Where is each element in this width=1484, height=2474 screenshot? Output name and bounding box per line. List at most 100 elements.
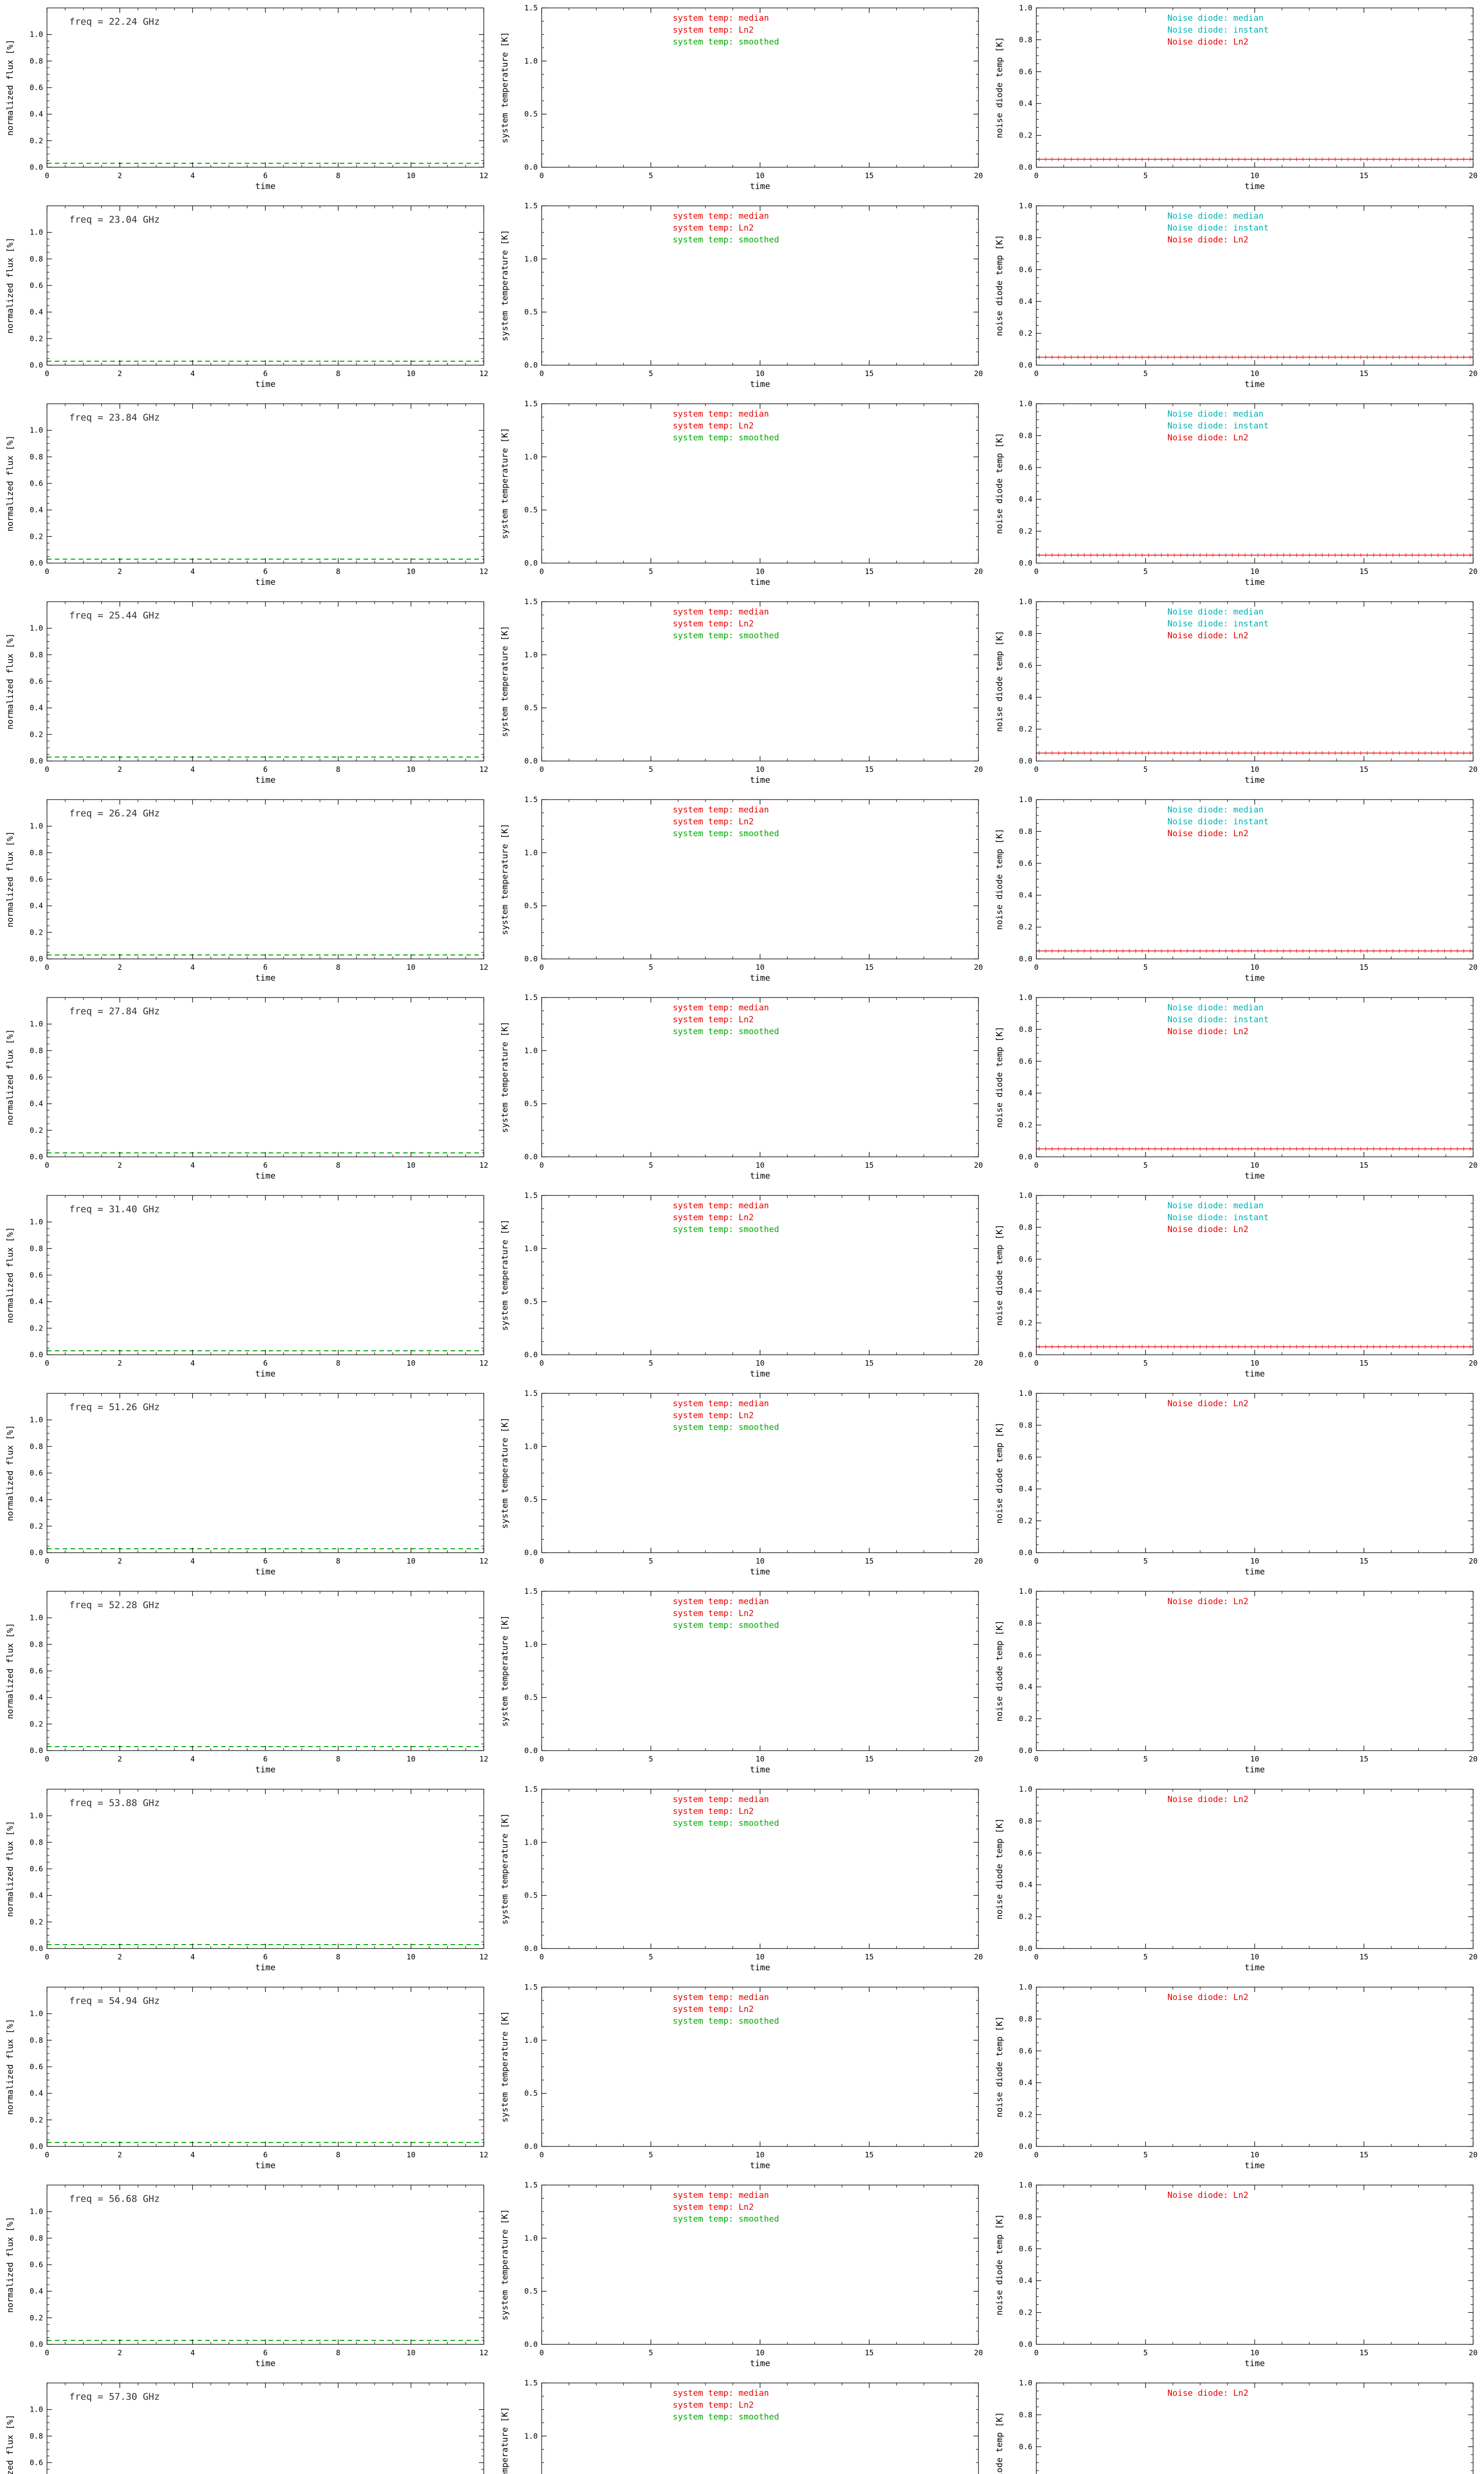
legend-entry: system temp: smoothed <box>673 37 779 47</box>
x-axis-label: time <box>255 1963 276 1973</box>
x-tick-label: 6 <box>263 963 268 972</box>
y-axis-label: noise diode temp [K] <box>995 631 1005 732</box>
y-tick-label: 0.4 <box>1019 1089 1032 1097</box>
y-tick-label: 1.0 <box>1019 2379 1032 2387</box>
y-tick-label: 1.5 <box>524 597 538 606</box>
legend-entry: Noise diode: median <box>1167 607 1263 617</box>
x-tick-label: 20 <box>1469 567 1478 576</box>
x-tick-label: 4 <box>190 171 195 180</box>
y-axis-label: normalized flux [%] <box>5 238 15 333</box>
x-tick-label: 2 <box>118 567 122 576</box>
x-tick-label: 12 <box>479 567 488 576</box>
y-tick-label: 0.8 <box>30 1442 43 1451</box>
plot-row: 0 2 4 6 8 10 12 0.0 0.2 0.4 0.6 0.8 1.0 time normalize… <box>0 396 1484 594</box>
x-tick-label: 6 <box>263 1952 268 1961</box>
legend-entry: Noise diode: Ln2 <box>1167 1225 1249 1235</box>
x-tick-label: 10 <box>1250 567 1259 576</box>
x-tick-label: 4 <box>190 1557 195 1566</box>
y-tick-label: 0.6 <box>1019 859 1032 868</box>
y-tick-label: 0.8 <box>30 254 43 263</box>
x-axis-label: time <box>255 1765 276 1775</box>
system-temp-cell: 0 5 10 15 20 0.0 0.5 1.0 1.5 time system temperatu… <box>495 2177 989 2375</box>
y-tick-label: 0.0 <box>524 361 538 370</box>
y-tick-label: 0.5 <box>524 704 538 713</box>
x-tick-label: 5 <box>649 1952 653 1961</box>
y-tick-label: 1.5 <box>524 1389 538 1398</box>
y-tick-label: 0.6 <box>30 1271 43 1280</box>
legend-entry: Noise diode: median <box>1167 1003 1263 1013</box>
flux-cell: 0 2 4 6 8 10 12 0.0 0.2 0.4 0.6 0.8 1.0 time normalize… <box>0 396 495 594</box>
x-axis-label: time <box>255 182 276 191</box>
plot-row: 0 2 4 6 8 10 12 0.0 0.2 0.4 0.6 0.8 1.0 time normalize… <box>0 0 1484 198</box>
y-axis-label: noise diode temp [K] <box>995 1620 1005 1722</box>
flux-cell: 0 2 4 6 8 10 12 0.0 0.2 0.4 0.6 0.8 1.0 time normalize… <box>0 792 495 990</box>
x-tick-label: 8 <box>336 963 340 972</box>
system-temp-cell: 0 5 10 15 20 0.0 0.5 1.0 1.5 time system temperatu… <box>495 198 989 396</box>
legend-entry: Noise diode: Ln2 <box>1167 1993 1249 2002</box>
x-tick-label: 15 <box>1359 1557 1368 1566</box>
y-tick-label: 0.5 <box>524 110 538 119</box>
legend-entry: system temp: Ln2 <box>673 1609 754 1618</box>
y-tick-label: 1.0 <box>524 848 538 857</box>
x-tick-label: 0 <box>45 1359 49 1368</box>
y-tick-label: 0.8 <box>30 452 43 461</box>
system-temp-plot: 0 5 10 15 20 0.0 0.5 1.0 1.5 time system temperatu… <box>500 2181 983 2369</box>
y-tick-label: 0.0 <box>524 2142 538 2151</box>
flux-cell: 0 2 4 6 8 10 12 0.0 0.2 0.4 0.6 0.8 1.0 time normalize… <box>0 1385 495 1583</box>
x-tick-label: 15 <box>865 171 874 180</box>
series-layer <box>1036 1146 1473 1151</box>
legend-entry: system temp: Ln2 <box>673 2400 754 2410</box>
x-axis-label: time <box>750 1171 770 1181</box>
x-tick-label: 20 <box>974 1952 983 1961</box>
x-tick-label: 0 <box>539 2348 544 2357</box>
x-tick-label: 0 <box>45 2348 49 2357</box>
y-tick-label: 0.2 <box>30 136 43 145</box>
legend-entry: system temp: median <box>673 409 769 419</box>
y-axis-label: normalized flux [%] <box>5 435 15 531</box>
legend-entry: Noise diode: median <box>1167 1201 1263 1211</box>
plot-row: 0 2 4 6 8 10 12 0.0 0.2 0.4 0.6 0.8 1.0 time normalize… <box>0 990 1484 1188</box>
legend-entry: system temp: Ln2 <box>673 2004 754 2014</box>
legend-entry: Noise diode: instant <box>1167 817 1269 827</box>
y-tick-label: 1.5 <box>524 1983 538 1992</box>
legend-entry: Noise diode: median <box>1167 409 1263 419</box>
legend-entry: system temp: smoothed <box>673 2016 779 2026</box>
flux-plot: 0 2 4 6 8 10 12 0.0 0.2 0.4 0.6 0.8 1.0 time normalize… <box>5 601 488 785</box>
x-tick-label: 5 <box>1143 567 1148 576</box>
x-tick-label: 10 <box>755 1952 764 1961</box>
x-tick-label: 10 <box>407 2150 416 2159</box>
plot-frame <box>541 2185 979 2345</box>
y-tick-label: 0.4 <box>1019 495 1032 504</box>
x-tick-label: 10 <box>407 1557 416 1566</box>
y-tick-label: 0.6 <box>30 875 43 884</box>
x-tick-label: 12 <box>479 765 488 774</box>
x-axis-label: time <box>750 973 770 983</box>
y-axis-label: normalized flux [%] <box>5 2019 15 2115</box>
x-axis-label: time <box>255 1369 276 1379</box>
x-tick-label: 10 <box>1250 1755 1259 1763</box>
x-tick-label: 0 <box>45 369 49 378</box>
y-axis-label: system temperature [K] <box>500 2209 510 2320</box>
y-tick-label: 1.0 <box>524 254 538 263</box>
x-tick-label: 20 <box>1469 1161 1478 1170</box>
y-tick-label: 0.5 <box>524 1099 538 1108</box>
y-tick-label: 0.8 <box>30 2036 43 2045</box>
freq-label: freq = 26.24 GHz <box>69 808 160 819</box>
y-tick-label: 0.8 <box>30 1046 43 1055</box>
plot-frame <box>541 1789 979 1949</box>
legend-entry: system temp: median <box>673 1399 769 1409</box>
y-tick-label: 0.0 <box>30 2142 43 2151</box>
y-axis-label: noise diode temp [K] <box>995 1423 1005 1524</box>
legend-entry: system temp: Ln2 <box>673 25 754 35</box>
x-tick-label: 8 <box>336 369 340 378</box>
y-axis-label: system temperature [K] <box>500 1219 510 1331</box>
x-tick-label: 2 <box>118 1755 122 1763</box>
x-tick-label: 0 <box>45 1755 49 1763</box>
x-tick-label: 15 <box>865 1755 874 1763</box>
